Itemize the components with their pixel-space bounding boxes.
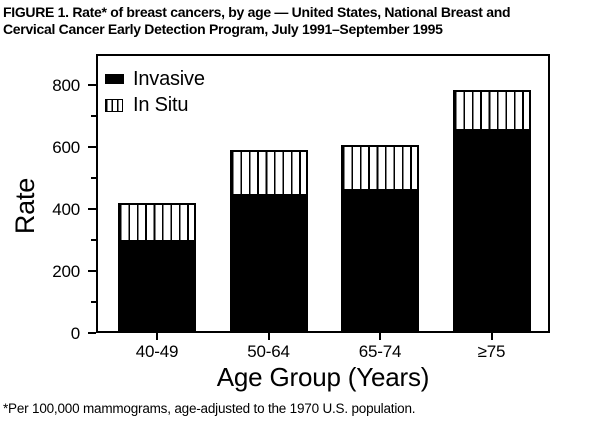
y-axis-title: Rate xyxy=(10,177,40,235)
y-minor-tick-100 xyxy=(91,301,96,303)
bar-40-49-insitu xyxy=(118,203,196,242)
y-tick-600 xyxy=(88,146,96,148)
bar-65-74-invasive xyxy=(341,191,419,331)
bar-≥75-invasive xyxy=(452,131,531,331)
y-tick-label-400: 400 xyxy=(52,200,80,219)
y-tick-label-0: 0 xyxy=(70,324,80,343)
insitu-swatch-icon xyxy=(105,98,123,112)
legend: Invasive In Situ xyxy=(105,66,205,118)
footnote: *Per 100,000 mammograms, age-adjusted to… xyxy=(3,401,416,416)
x-tick-40-49 xyxy=(156,333,158,340)
x-tick-65-74 xyxy=(379,333,381,340)
figure-title: FIGURE 1. Rate* of breast cancers, by ag… xyxy=(3,4,611,37)
bar-≥75-insitu xyxy=(452,90,531,131)
y-minor-tick-500 xyxy=(91,177,96,179)
x-tick-label-50-64: 50-64 xyxy=(247,342,290,361)
x-axis-title: Age Group (Years) xyxy=(216,362,430,392)
y-tick-0 xyxy=(88,332,96,334)
legend-label-insitu: In Situ xyxy=(133,93,189,116)
figure-title-line2: Cervical Cancer Early Detection Program,… xyxy=(3,20,443,37)
invasive-swatch-icon xyxy=(105,74,124,84)
bar-65-74-insitu xyxy=(341,145,419,191)
y-minor-tick-700 xyxy=(91,115,96,117)
y-tick-400 xyxy=(88,208,96,210)
y-minor-tick-300 xyxy=(91,239,96,241)
x-tick-label-65-74: 65-74 xyxy=(358,342,402,361)
bar-50-64-insitu xyxy=(229,150,308,196)
y-tick-label-200: 200 xyxy=(52,262,80,281)
y-tick-800 xyxy=(88,84,96,86)
y-tick-label-600: 600 xyxy=(52,138,80,157)
y-tick-200 xyxy=(88,270,96,272)
bar-50-64-invasive xyxy=(229,196,308,331)
x-tick-50-64 xyxy=(267,333,270,340)
y-tick-label-800: 800 xyxy=(52,76,80,95)
legend-label-invasive: Invasive xyxy=(133,67,205,90)
legend-item-invasive: Invasive xyxy=(105,66,205,92)
bar-40-49-invasive xyxy=(118,242,196,331)
x-tick-≥75 xyxy=(490,333,493,340)
legend-item-insitu: In Situ xyxy=(105,92,205,118)
x-tick-label-≥75: ≥75 xyxy=(477,342,506,361)
figure-title-line1: FIGURE 1. Rate* of breast cancers, by ag… xyxy=(3,4,511,20)
x-tick-label-40-49: 40-49 xyxy=(135,342,179,361)
